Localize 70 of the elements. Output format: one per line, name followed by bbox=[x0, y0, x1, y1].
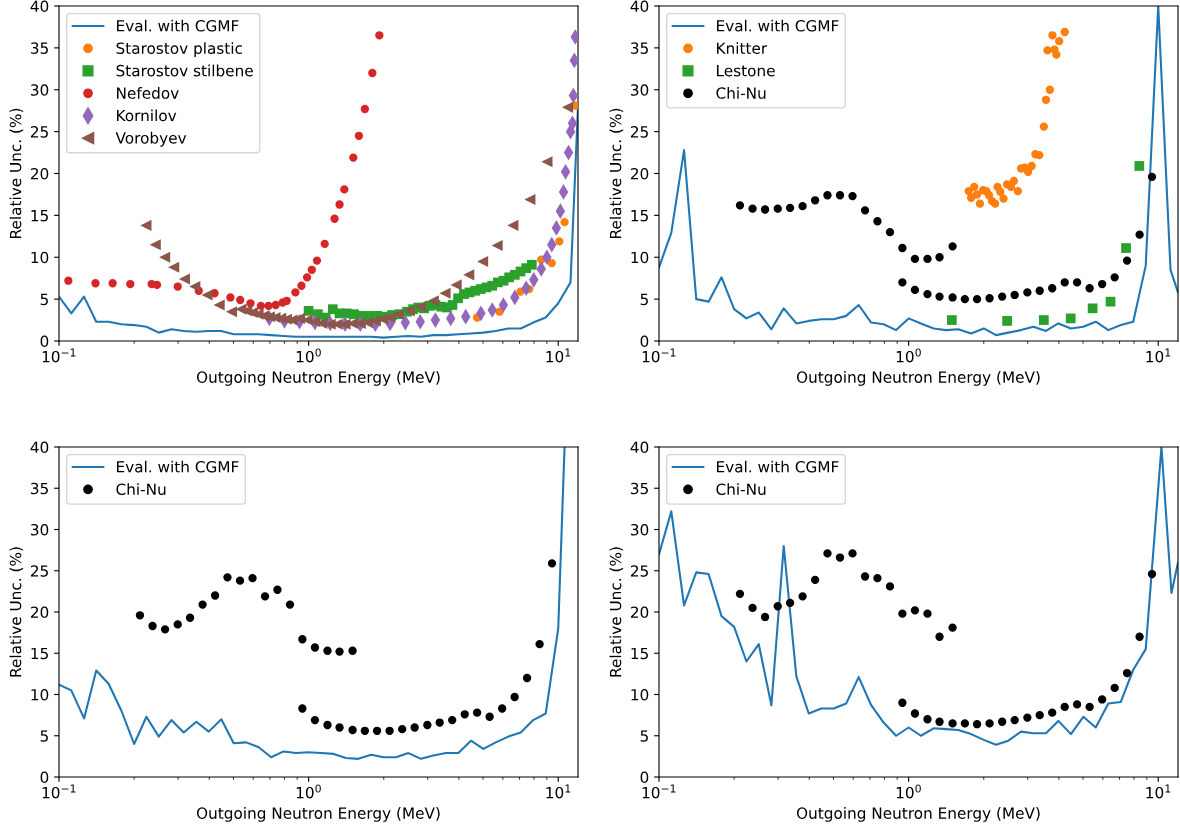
y-tick-label: 20 bbox=[30, 167, 49, 180]
y-axis-title: Relative Unc. (%) bbox=[609, 547, 624, 677]
y-tick-label: 35 bbox=[31, 482, 48, 495]
legend-label: Chi-Nu bbox=[716, 483, 766, 495]
y-tick-label: 0 bbox=[40, 771, 49, 784]
y-tick-label: 25 bbox=[630, 565, 648, 577]
x-axis-title: Outgoing Neutron Energy (MeV) bbox=[196, 371, 440, 386]
y-tick-label: 35 bbox=[31, 42, 48, 54]
x-axis-title: Outgoing Neutron Energy (MeV) bbox=[196, 807, 440, 822]
y-tick-label: 30 bbox=[631, 84, 649, 96]
y-tick-label: 15 bbox=[631, 210, 648, 222]
x-tick-label: 10$^{1}$ bbox=[546, 784, 571, 799]
legend-label: Eval. with CGMF bbox=[717, 460, 839, 473]
y-tick-label: 40 bbox=[30, 0, 49, 13]
y-tick-label: 10 bbox=[31, 251, 49, 264]
legend-label: Kornilov bbox=[117, 109, 177, 122]
y-tick-label: 25 bbox=[30, 565, 48, 577]
y-tick-label: 40 bbox=[630, 441, 649, 454]
y-tick-label: 10 bbox=[31, 688, 49, 701]
y-tick-label: 5 bbox=[640, 293, 648, 306]
legend-label: Eval. with CGMF bbox=[117, 19, 239, 32]
y-tick-label: 20 bbox=[630, 606, 649, 619]
legend-label: Eval. with CGMF bbox=[117, 460, 239, 473]
y-tick-label: 20 bbox=[630, 167, 649, 180]
y-tick-label: 30 bbox=[31, 84, 49, 96]
x-tick-label: 10$^{1}$ bbox=[1146, 784, 1171, 799]
x-tick-label: 10$^{−1}$ bbox=[42, 784, 76, 799]
y-tick-label: 5 bbox=[40, 293, 48, 306]
x-axis-title: Outgoing Neutron Energy (MeV) bbox=[796, 807, 1040, 822]
y-tick-label: 30 bbox=[631, 523, 649, 536]
x-tick-label: 10$^{−1}$ bbox=[642, 784, 676, 799]
legend-label: Starostov plastic bbox=[116, 42, 243, 57]
y-tick-label: 25 bbox=[30, 126, 48, 138]
y-tick-label: 35 bbox=[631, 42, 648, 54]
y-tick-label: 0 bbox=[640, 335, 649, 348]
y-tick-label: 40 bbox=[30, 441, 49, 454]
y-tick-label: 40 bbox=[630, 0, 649, 13]
y-tick-label: 30 bbox=[31, 523, 49, 536]
x-axis-title: Outgoing Neutron Energy (MeV) bbox=[796, 371, 1040, 386]
x-tick-label: 10$^{0}$ bbox=[296, 784, 321, 799]
y-tick-label: 25 bbox=[630, 126, 648, 138]
legend-label: Knitter bbox=[717, 42, 768, 54]
legend-label: Nefedov bbox=[117, 87, 179, 99]
y-tick-label: 5 bbox=[40, 730, 48, 742]
y-tick-label: 35 bbox=[631, 482, 648, 495]
y-tick-label: 20 bbox=[30, 606, 49, 619]
y-tick-label: 15 bbox=[631, 647, 648, 660]
legend-label: Starostov stilbene bbox=[116, 64, 253, 77]
x-tick-label: 10$^{1}$ bbox=[1146, 348, 1171, 363]
x-tick-label: 10$^{−1}$ bbox=[42, 348, 76, 363]
x-tick-label: 10$^{−1}$ bbox=[642, 348, 676, 363]
y-tick-label: 15 bbox=[31, 210, 48, 222]
y-tick-label: 0 bbox=[640, 771, 649, 784]
y-axis-title: Relative Unc. (%) bbox=[609, 108, 624, 238]
legend-label: Lestone bbox=[717, 65, 775, 77]
y-axis-title: Relative Unc. (%) bbox=[9, 108, 24, 238]
legend-label: Chi-Nu bbox=[716, 87, 766, 99]
x-tick-label: 10$^{1}$ bbox=[546, 348, 571, 363]
legend-label: Chi-Nu bbox=[116, 483, 166, 495]
y-axis-title: Relative Unc. (%) bbox=[9, 547, 24, 677]
y-tick-label: 10 bbox=[631, 688, 649, 701]
x-tick-label: 10$^{0}$ bbox=[896, 784, 921, 799]
y-tick-label: 5 bbox=[640, 730, 648, 742]
y-tick-label: 0 bbox=[40, 335, 49, 348]
y-tick-label: 15 bbox=[31, 647, 48, 660]
x-tick-label: 10$^{0}$ bbox=[296, 348, 321, 363]
legend-label: Eval. with CGMF bbox=[717, 19, 839, 32]
x-tick-label: 10$^{0}$ bbox=[896, 348, 921, 363]
legend-label: Vorobyev bbox=[115, 131, 187, 147]
y-tick-label: 10 bbox=[631, 251, 649, 264]
